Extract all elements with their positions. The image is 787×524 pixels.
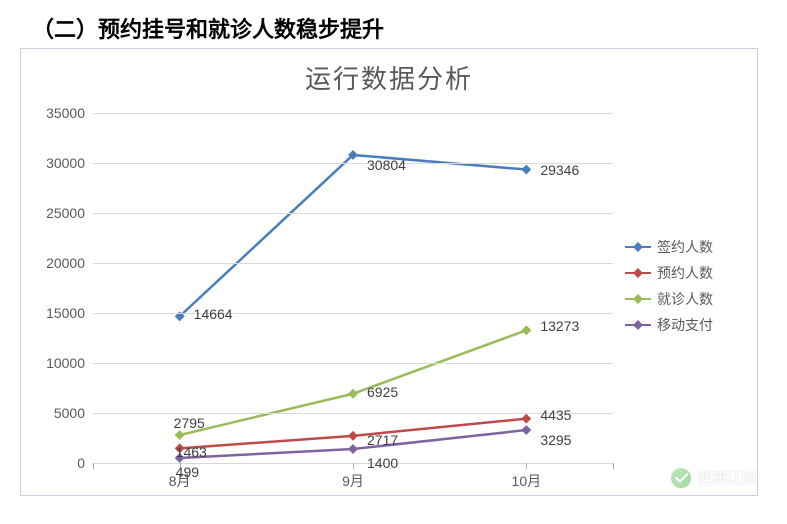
y-axis-label: 10000 [21,355,85,371]
legend-marker-icon [633,294,643,304]
chart-title: 运行数据分析 [21,59,757,96]
data-label: 13273 [540,318,579,334]
series-marker [521,414,531,424]
series-marker [521,325,531,335]
gridline [93,113,613,114]
data-label: 3295 [540,432,571,448]
y-axis-label: 30000 [21,155,85,171]
legend-marker-icon [633,242,643,252]
x-tick [613,463,614,469]
data-label: 30804 [367,157,406,173]
legend-label: 预约人数 [657,263,713,283]
chart-lines [93,113,613,463]
data-label: 2717 [367,432,398,448]
series-marker [521,165,531,175]
gridline [93,363,613,364]
x-tick [353,463,354,469]
watermark-text: 健康江阴 [697,467,757,488]
y-axis-label: 35000 [21,105,85,121]
legend-swatch [625,246,651,249]
legend-swatch [625,298,651,301]
legend-swatch [625,272,651,275]
gridline [93,413,613,414]
legend-label: 移动支付 [657,315,713,335]
data-label: 2795 [174,415,205,431]
gridline [93,313,613,314]
legend-label: 签约人数 [657,237,713,257]
gridline [93,163,613,164]
legend-item: 就诊人数 [625,289,743,309]
legend-label: 就诊人数 [657,289,713,309]
legend-item: 预约人数 [625,263,743,283]
data-label: 6925 [367,384,398,400]
plot-area: 050001000015000200002500030000350008月9月1… [93,113,613,463]
gridline [93,213,613,214]
legend-marker-icon [633,268,643,278]
data-label: 4435 [540,407,571,423]
legend-marker-icon [633,320,643,330]
series-marker [521,425,531,435]
data-label: 29346 [540,162,579,178]
series-line [180,330,527,435]
legend-item: 移动支付 [625,315,743,335]
series-line [180,155,527,316]
legend: 签约人数预约人数就诊人数移动支付 [625,237,743,341]
series-marker [175,430,185,440]
data-label: 499 [176,464,199,480]
data-label: 1463 [176,444,207,460]
x-axis-label: 9月 [342,471,364,491]
series-marker [348,389,358,399]
data-label: 14664 [194,306,233,322]
watermark: 健康江阴 [671,467,757,488]
series-marker [348,444,358,454]
wechat-icon [671,468,691,488]
x-axis-label: 10月 [512,471,542,491]
section-heading: （二）预约挂号和就诊人数稳步提升 [32,12,384,44]
legend-swatch [625,324,651,327]
y-axis-label: 15000 [21,305,85,321]
gridline [93,263,613,264]
y-axis-label: 25000 [21,205,85,221]
legend-item: 签约人数 [625,237,743,257]
y-axis-label: 0 [21,455,85,471]
series-marker [348,431,358,441]
chart-container: 运行数据分析 050001000015000200002500030000350… [20,48,758,496]
y-axis-label: 5000 [21,405,85,421]
x-tick [93,463,94,469]
y-axis-label: 20000 [21,255,85,271]
data-label: 1400 [367,455,398,471]
x-tick [526,463,527,469]
